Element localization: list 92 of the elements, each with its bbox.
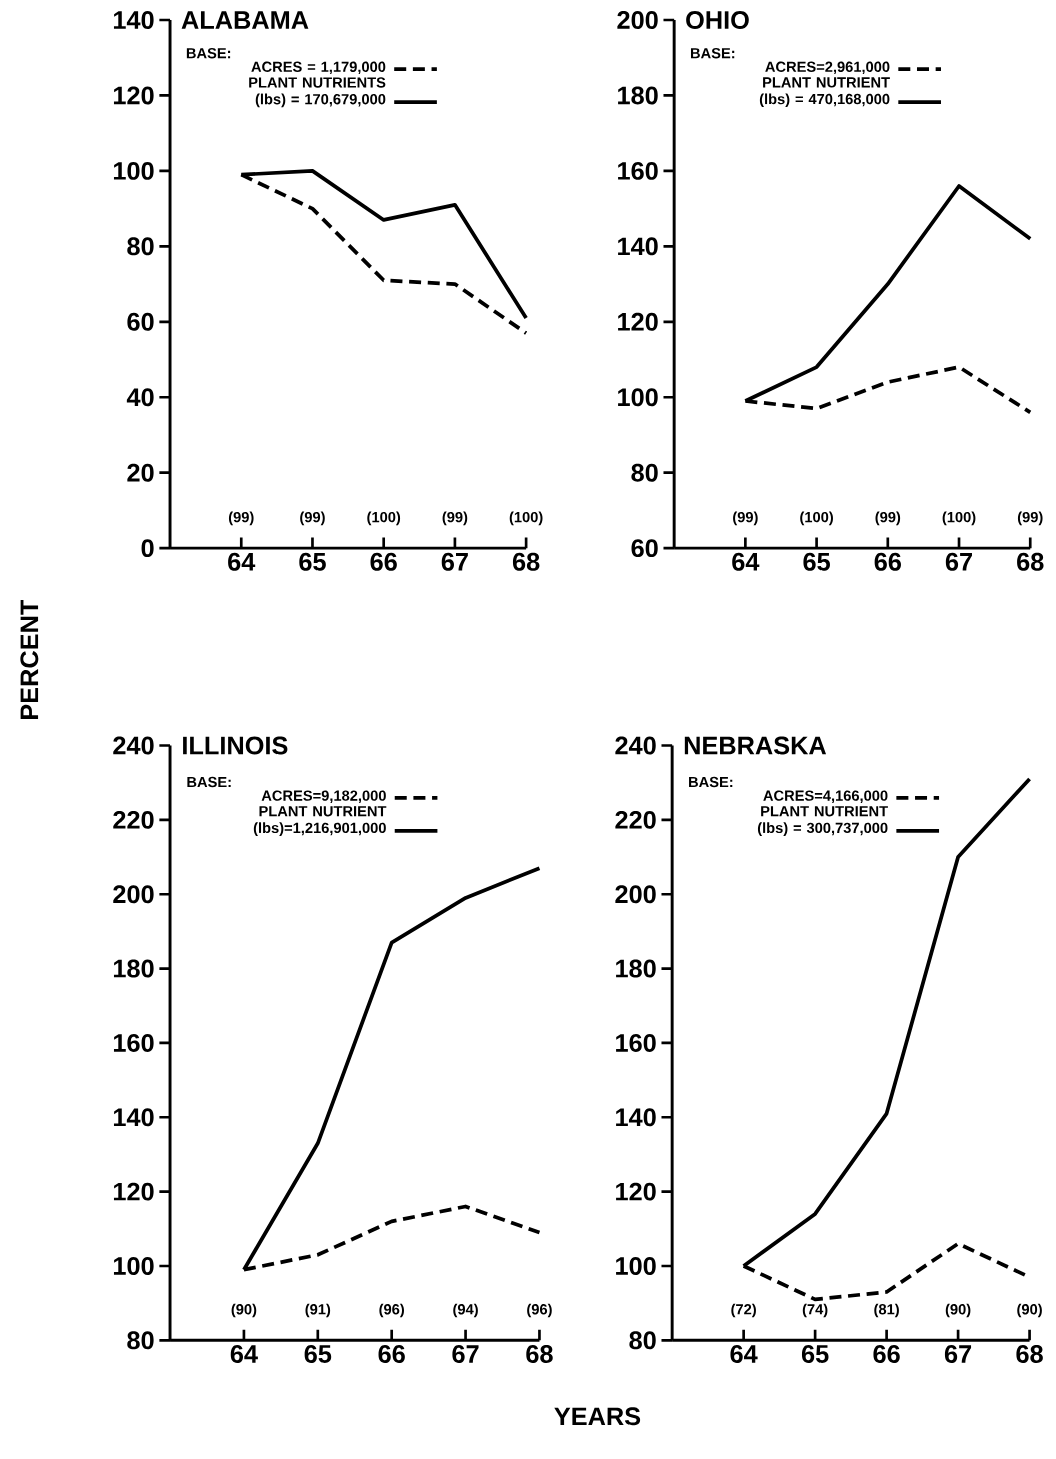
x-axis-title: YEARS [554, 1407, 640, 1426]
legend-label: PLANT NUTRIENTS (lbs) = 170,679,000 [249, 77, 386, 108]
annotation: (96) [527, 1303, 552, 1318]
y-tick-label: 140 [113, 1108, 154, 1127]
x-tick-label: 65 [801, 1345, 829, 1363]
x-tick-label: 65 [803, 552, 830, 571]
legend-label: ACRES=9,182,000 [261, 790, 386, 803]
annotation: (100) [367, 511, 400, 526]
y-tick-label: 60 [127, 312, 154, 331]
y-tick-label: 80 [629, 1331, 656, 1350]
y-tick-label: 20 [127, 463, 154, 482]
annotation: (100) [800, 511, 833, 526]
x-tick-label: 65 [304, 1345, 332, 1363]
y-tick-label: 180 [615, 959, 656, 978]
legend-label: PLANT NUTRIENT (lbs) = 470,168,000 [759, 77, 890, 108]
annotation: (99) [442, 511, 468, 526]
legend-label: ACRES = 1,179,000 [251, 61, 386, 75]
y-tick-label: 200 [615, 885, 656, 904]
annotation: (99) [1017, 511, 1043, 526]
annotation: (96) [379, 1303, 404, 1318]
y-tick-label: 80 [127, 1331, 154, 1350]
y-tick-label: 120 [615, 1182, 656, 1201]
annotation: (99) [228, 511, 254, 526]
legend-title: BASE: [186, 48, 230, 59]
annotation: (99) [732, 511, 758, 526]
x-tick-label: 64 [732, 552, 760, 571]
legend-title: BASE: [187, 776, 231, 788]
annotation: (100) [942, 511, 976, 526]
y-tick-label: 140 [617, 237, 658, 256]
x-tick-label: 64 [227, 552, 256, 571]
x-tick-label: 67 [452, 1345, 479, 1363]
chart-title: ALABAMA [181, 11, 309, 29]
y-tick-label: 40 [126, 388, 154, 407]
annotation: (94) [453, 1303, 478, 1318]
y-tick-label: 120 [113, 86, 154, 105]
annotation: (99) [875, 511, 901, 526]
y-tick-label: 80 [127, 237, 154, 256]
y-tick-label: 60 [631, 539, 658, 558]
chart-title: OHIO [686, 11, 749, 29]
y-tick-label: 180 [617, 86, 658, 105]
x-tick-label: 64 [730, 1345, 758, 1363]
x-tick-label: 67 [441, 552, 468, 571]
y-tick-label: 0 [141, 539, 154, 558]
y-tick-label: 160 [617, 161, 658, 180]
y-tick-label: 140 [113, 11, 154, 29]
x-tick-label: 67 [944, 1345, 971, 1363]
y-tick-label: 120 [617, 312, 658, 331]
x-tick-label: 68 [512, 552, 540, 571]
y-tick-label: 100 [615, 1257, 656, 1275]
annotation: (99) [300, 511, 325, 526]
y-tick-label: 100 [113, 161, 154, 180]
annotation: (72) [731, 1303, 756, 1318]
x-tick-label: 66 [378, 1345, 405, 1363]
x-tick-label: 66 [873, 1345, 900, 1363]
y-tick-label: 240 [615, 736, 656, 755]
x-tick-label: 66 [874, 552, 901, 571]
legend-title: BASE: [690, 48, 735, 59]
legend-label: PLANT NUTRIENT (lbs)=1,216,901,000 [253, 806, 387, 836]
y-tick-label: 120 [113, 1182, 154, 1201]
x-tick-label: 68 [1016, 552, 1044, 571]
chart-title: ILLINOIS [182, 736, 288, 755]
y-tick-label: 140 [615, 1108, 656, 1127]
annotation: (90) [945, 1303, 971, 1318]
chart-title: NEBRASKA [684, 736, 826, 755]
y-tick-label: 160 [615, 1033, 656, 1052]
y-tick-label: 220 [113, 810, 154, 829]
x-tick-label: 68 [1016, 1345, 1043, 1363]
x-tick-label: 64 [230, 1345, 258, 1363]
x-tick-label: 68 [526, 1345, 553, 1363]
annotation: (81) [874, 1303, 899, 1318]
x-tick-label: 67 [945, 552, 972, 571]
annotation: (90) [231, 1303, 257, 1318]
y-tick-label: 100 [617, 388, 658, 407]
y-axis-title: PERCENT [20, 599, 39, 719]
legend-title: BASE: [688, 776, 733, 788]
annotation: (91) [305, 1303, 331, 1318]
y-tick-label: 200 [113, 885, 154, 904]
legend-label: PLANT NUTRIENT (lbs) = 300,737,000 [757, 806, 888, 836]
y-tick-label: 220 [615, 810, 656, 829]
annotation: (100) [509, 511, 543, 526]
y-tick-label: 180 [113, 959, 154, 978]
legend-label: ACRES=2,961,000 [765, 61, 890, 75]
annotation: (74) [802, 1303, 828, 1318]
y-tick-label: 200 [617, 11, 658, 29]
y-tick-label: 100 [113, 1257, 154, 1275]
y-tick-label: 160 [113, 1033, 154, 1052]
y-tick-label: 80 [631, 463, 658, 482]
y-tick-label: 240 [113, 736, 154, 755]
legend-label: ACRES=4,166,000 [763, 790, 888, 803]
x-tick-label: 66 [370, 552, 397, 571]
x-tick-label: 65 [299, 552, 326, 571]
annotation: (90) [1017, 1303, 1042, 1318]
